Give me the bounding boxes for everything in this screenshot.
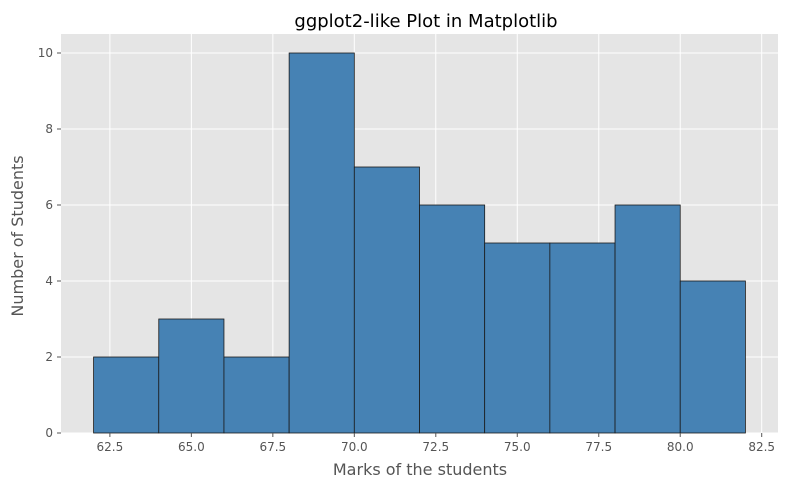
x-tick-label: 62.5 — [97, 440, 124, 454]
x-tick-label: 75.0 — [504, 440, 531, 454]
y-tick-label: 0 — [45, 426, 53, 440]
y-tick-label: 8 — [45, 122, 53, 136]
histogram-bar — [549, 242, 616, 434]
x-tick-label: 67.5 — [259, 440, 286, 454]
histogram-bar — [679, 280, 746, 434]
y-axis-label: Number of Students — [8, 155, 27, 316]
y-tick-label: 2 — [45, 350, 53, 364]
x-tick-label: 70.0 — [341, 440, 368, 454]
histogram-bar — [288, 52, 355, 434]
histogram-bar — [419, 204, 486, 434]
y-axis-ticks: 0 2 4 6 8 10 — [38, 46, 61, 440]
histogram-bar — [223, 356, 290, 434]
y-tick-label: 4 — [45, 274, 53, 288]
x-tick-label: 72.5 — [422, 440, 449, 454]
histogram-bar — [614, 204, 681, 434]
x-tick-label: 82.5 — [748, 440, 775, 454]
bars — [93, 52, 746, 434]
x-tick-label: 80.0 — [667, 440, 694, 454]
histogram-bar — [93, 356, 160, 434]
y-tick-label: 10 — [38, 46, 53, 60]
chart-title: ggplot2-like Plot in Matplotlib — [294, 11, 557, 32]
x-axis-ticks: 62.5 65.0 67.5 70.0 72.5 75.0 77.5 80.0 82.5 — [97, 433, 775, 454]
x-tick-label: 65.0 — [178, 440, 205, 454]
y-tick-label: 6 — [45, 198, 53, 212]
x-tick-label: 77.5 — [585, 440, 612, 454]
histogram-bar — [353, 166, 420, 434]
histogram-bar — [158, 318, 225, 434]
histogram-bar — [484, 242, 551, 434]
x-axis-label: Marks of the students — [333, 460, 507, 479]
